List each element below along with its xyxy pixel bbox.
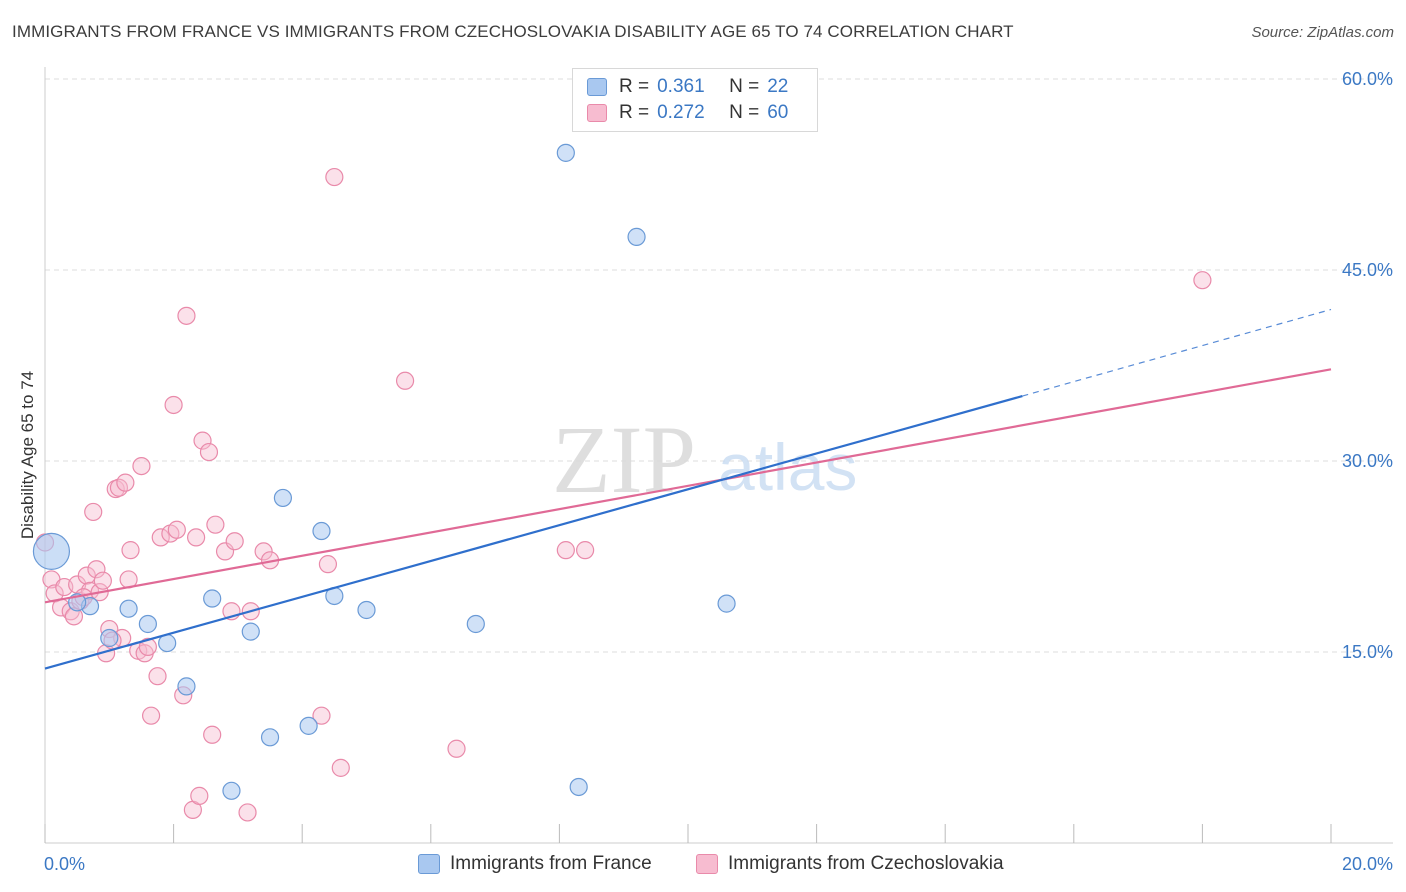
correlation-legend: R = 0.361 N = 22 R = 0.272 N = 60	[572, 68, 818, 132]
czech-point	[138, 637, 157, 657]
france-trend-line	[44, 395, 1023, 670]
legend-row-france: R = 0.361 N = 22	[587, 75, 788, 99]
czech-point	[254, 542, 273, 561]
czech-point	[121, 541, 140, 560]
czech-point	[190, 786, 209, 805]
czech-point	[576, 541, 595, 560]
legend-france-r: 0.361	[657, 76, 705, 97]
legend-r-label: R =	[619, 102, 650, 123]
czech-point	[206, 515, 225, 534]
france-legend-label: Immigrants from France	[450, 853, 652, 874]
czech-point	[87, 560, 106, 579]
france-point	[177, 677, 196, 696]
france-point	[299, 716, 318, 735]
legend-n-label: N =	[729, 102, 760, 123]
czech-point	[225, 532, 244, 551]
czech-point	[93, 571, 112, 590]
y-tick-label: 30.0%	[1342, 451, 1393, 471]
legend-france-n: 22	[767, 76, 789, 97]
czech-point	[203, 725, 222, 744]
czech-point	[238, 803, 257, 822]
france-points	[32, 143, 736, 800]
france-point	[627, 227, 646, 246]
tick-labels: 15.0% 30.0% 45.0% 60.0% 0.0% 20.0%	[44, 69, 1393, 874]
france-point	[569, 777, 588, 797]
axis-layer	[44, 67, 1393, 844]
legend-czech-n: 60	[767, 102, 789, 123]
france-point	[222, 781, 241, 800]
czech-point	[141, 706, 161, 725]
czech-point	[1193, 271, 1212, 290]
france-swatch	[587, 78, 607, 96]
czech-point	[395, 371, 415, 390]
czech-point	[325, 167, 344, 187]
legend-n-label: N =	[729, 76, 760, 97]
czech-point	[167, 520, 186, 539]
czech-point	[77, 566, 96, 585]
czech-point	[132, 456, 151, 476]
czech-swatch	[587, 104, 607, 122]
czech-point	[177, 306, 196, 325]
legend-czech-r: 0.272	[657, 102, 705, 123]
france-point	[138, 614, 157, 634]
y-tick-label: 15.0%	[1342, 642, 1393, 662]
czech-point	[331, 758, 350, 777]
czech-legend-swatch	[696, 854, 718, 874]
france-point	[273, 488, 293, 508]
france-point	[717, 594, 736, 613]
france-point	[556, 143, 575, 162]
france-trend-extension	[1022, 308, 1332, 397]
france-point	[312, 521, 331, 541]
czech-point	[318, 555, 338, 574]
france-point	[32, 532, 71, 571]
france-point	[100, 628, 119, 648]
chart-title: IMMIGRANTS FROM FRANCE VS IMMIGRANTS FRO…	[12, 22, 1014, 41]
x-tick-label: 0.0%	[44, 854, 85, 874]
france-point	[119, 599, 138, 618]
czech-point	[199, 442, 219, 462]
legend-row-czech: R = 0.272 N = 60	[587, 101, 788, 125]
france-point	[260, 728, 280, 747]
watermark-zip: ZIP	[552, 406, 696, 513]
x-tick-label: 20.0%	[1342, 854, 1393, 874]
france-legend-swatch	[418, 854, 440, 874]
czech-trend-line	[44, 368, 1332, 604]
watermark: ZIP atlas	[552, 406, 857, 513]
czech-point	[148, 667, 167, 686]
source-label: Source: ZipAtlas.com	[1251, 24, 1394, 41]
czech-point	[116, 473, 135, 492]
y-axis-label: Disability Age 65 to 74	[18, 370, 37, 540]
france-point	[466, 614, 485, 634]
czech-point	[187, 528, 206, 547]
france-point	[241, 622, 260, 641]
czech-point	[447, 739, 466, 758]
y-tick-label: 45.0%	[1342, 260, 1393, 280]
czech-point	[312, 706, 331, 725]
czech-point	[151, 528, 170, 547]
czech-point	[193, 431, 212, 450]
bottom-legend-czech: Immigrants from Czechoslovakia	[696, 851, 1004, 877]
czech-legend-label: Immigrants from Czechoslovakia	[728, 853, 1004, 874]
trend-lines	[44, 308, 1332, 670]
legend-r-label: R =	[619, 76, 650, 97]
czech-point	[164, 395, 183, 415]
france-point	[203, 589, 222, 608]
czech-point	[84, 502, 103, 522]
bottom-legend-france: Immigrants from France	[418, 851, 652, 877]
czech-point	[556, 541, 575, 560]
y-tick-label: 60.0%	[1342, 69, 1393, 89]
france-point	[357, 600, 376, 620]
